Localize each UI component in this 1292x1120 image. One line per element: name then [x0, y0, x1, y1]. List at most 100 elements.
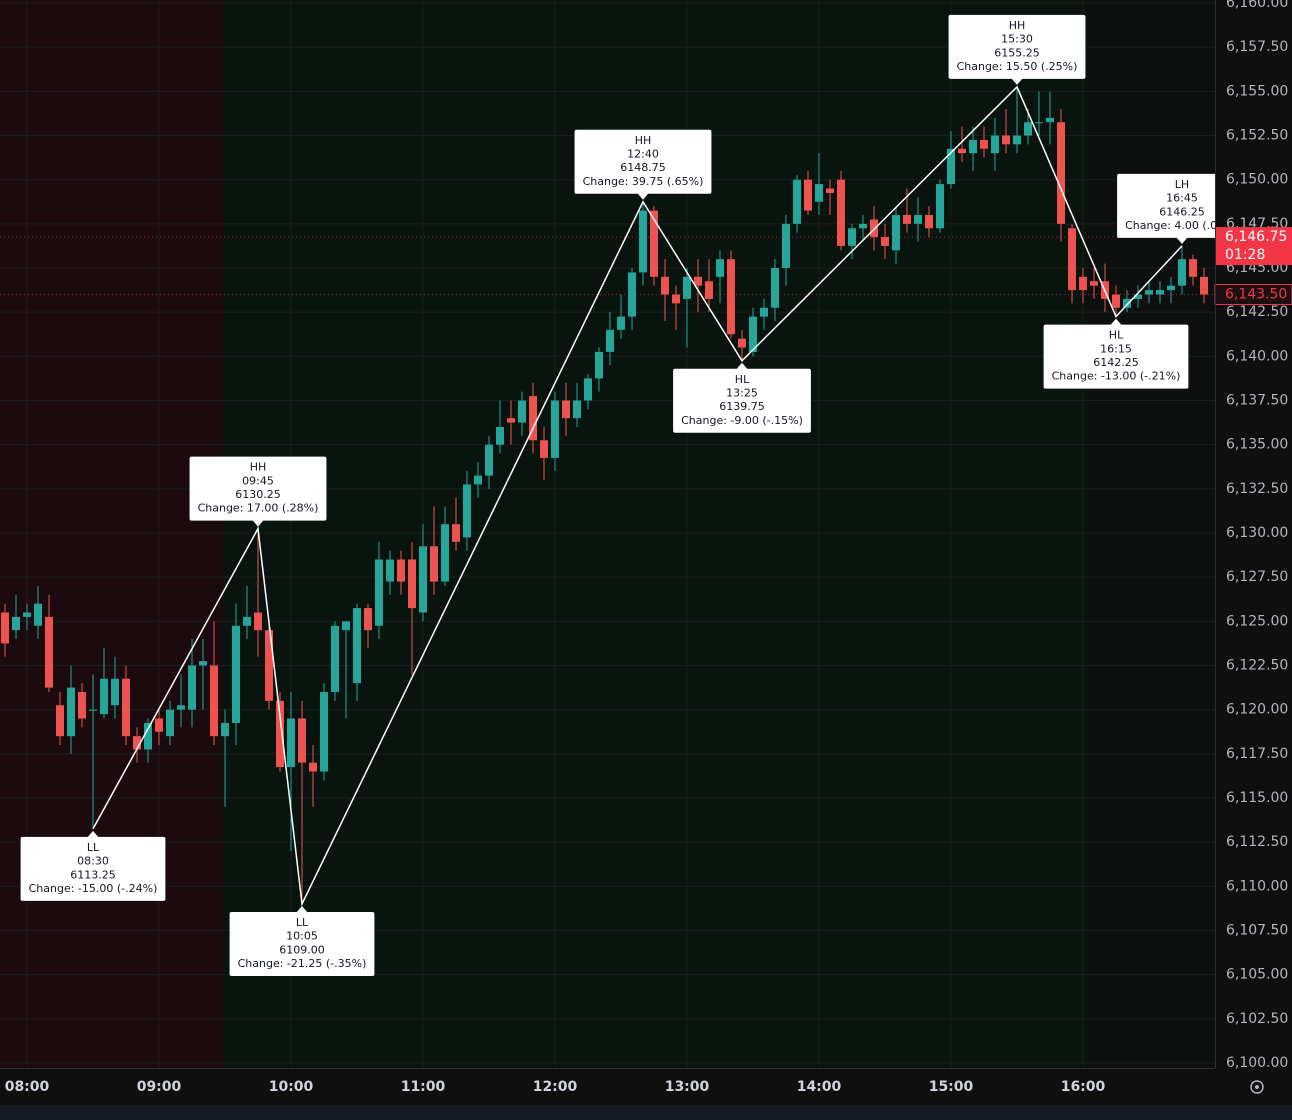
- candle-body: [441, 524, 449, 582]
- swing-text: 6113.25: [70, 868, 116, 881]
- swing-pointer: [252, 519, 264, 527]
- swing-text: Change: -15.00 (-.24%): [29, 882, 158, 895]
- y-tick-label: 6,105.00: [1226, 967, 1288, 983]
- candle-body: [969, 139, 977, 154]
- session-shade: [0, 0, 223, 1068]
- candle-body: [551, 400, 559, 458]
- candle-body: [485, 444, 493, 476]
- candle-body: [584, 378, 592, 401]
- candle-body: [1002, 135, 1010, 145]
- candle-body: [496, 427, 504, 445]
- candle-body: [309, 762, 317, 772]
- swing-text: Change: -13.00 (-.21%): [1052, 370, 1181, 383]
- candle-body: [254, 612, 262, 631]
- swing-text: 15:30: [1001, 33, 1033, 46]
- candle-body: [1046, 117, 1054, 123]
- candle-body: [364, 608, 372, 631]
- countdown: 01:28: [1225, 247, 1265, 263]
- candle-body: [540, 440, 548, 458]
- candle-body: [573, 400, 581, 419]
- grid: [0, 0, 1215, 1068]
- swing-pointer: [296, 906, 308, 913]
- swing-text: 6142.25: [1093, 356, 1139, 369]
- swing-text: Change: 15.50 (.25%): [957, 60, 1078, 73]
- candle-body: [837, 179, 845, 246]
- candle-body: [155, 718, 163, 732]
- candle-body: [738, 338, 746, 348]
- y-tick-label: 6,112.50: [1226, 834, 1288, 850]
- swing-text: LL: [87, 841, 100, 854]
- candle-body: [562, 400, 570, 419]
- x-tick-label: 14:00: [797, 1079, 842, 1095]
- swing-text: Change: 39.75 (.65%): [583, 175, 704, 188]
- swing-text: HL: [735, 373, 750, 386]
- candle-body: [804, 179, 812, 211]
- candle-body: [716, 259, 724, 277]
- candle-body: [639, 210, 647, 273]
- swing-text: 09:45: [242, 474, 274, 487]
- candle-body: [100, 678, 108, 715]
- price-tag: [1215, 227, 1292, 266]
- candle-body: [408, 559, 416, 609]
- swing-text: LL: [296, 916, 309, 929]
- swing-text: 6130.25: [235, 488, 281, 501]
- swing-box: [189, 456, 327, 521]
- axis-border: [1215, 0, 1216, 1068]
- swing-box: [574, 129, 712, 194]
- candle-body: [892, 215, 900, 251]
- candle-body: [683, 276, 691, 299]
- price-tag-label: 6,146.75: [1225, 229, 1287, 245]
- swing-text: 6139.75: [719, 400, 765, 413]
- swing-text: HH: [250, 461, 267, 474]
- x-tick-label: 08:00: [5, 1079, 50, 1095]
- candle-body: [914, 215, 922, 224]
- y-tick-label: 6,152.50: [1226, 128, 1288, 144]
- y-tick-label: 6,132.50: [1226, 481, 1288, 497]
- candle-body: [1057, 122, 1065, 224]
- candle-body: [606, 329, 614, 352]
- candle-body: [1145, 290, 1153, 295]
- candle-body: [903, 215, 911, 224]
- candle-body: [122, 678, 130, 737]
- candle-body: [1079, 276, 1087, 291]
- swing-text: HL: [1109, 329, 1124, 342]
- candle-body: [320, 692, 328, 772]
- candle-body: [1123, 298, 1131, 308]
- y-tick-label: 6,157.50: [1226, 39, 1288, 55]
- axis-border: [0, 1068, 1215, 1069]
- settings-icon[interactable]: [1250, 1080, 1264, 1094]
- candle-body: [1167, 285, 1175, 291]
- swing-text: 6155.25: [994, 46, 1040, 59]
- candle-body: [67, 687, 75, 737]
- swing-box: [673, 368, 811, 433]
- candle-body: [23, 612, 31, 617]
- swing-text: 08:30: [77, 855, 109, 868]
- candle-body: [331, 625, 339, 692]
- price-lines: [0, 236, 1215, 295]
- x-tick-label: 11:00: [401, 1079, 446, 1095]
- candle-body: [419, 546, 427, 613]
- candle-body: [287, 718, 295, 768]
- candle-body: [386, 559, 394, 582]
- y-tick-label: 6,155.00: [1226, 83, 1288, 99]
- candle-body: [518, 400, 526, 423]
- y-tick-label: 6,102.50: [1226, 1011, 1288, 1027]
- y-tick-label: 6,122.50: [1226, 658, 1288, 674]
- candle-body: [463, 484, 471, 538]
- candle-body: [243, 616, 251, 626]
- candle-body: [749, 316, 757, 352]
- y-tick-label: 6,142.50: [1226, 304, 1288, 320]
- candle-body: [232, 625, 240, 723]
- swing-text: 13:25: [726, 386, 758, 399]
- y-tick-label: 6,160.00: [1226, 0, 1288, 11]
- session-shade: [1088, 0, 1215, 1068]
- candle-body: [12, 616, 20, 631]
- candle-body: [859, 223, 867, 229]
- candle-body: [265, 630, 273, 701]
- swing-text: 12:40: [627, 147, 659, 160]
- candle-body: [760, 307, 768, 317]
- candle-body: [1200, 276, 1208, 295]
